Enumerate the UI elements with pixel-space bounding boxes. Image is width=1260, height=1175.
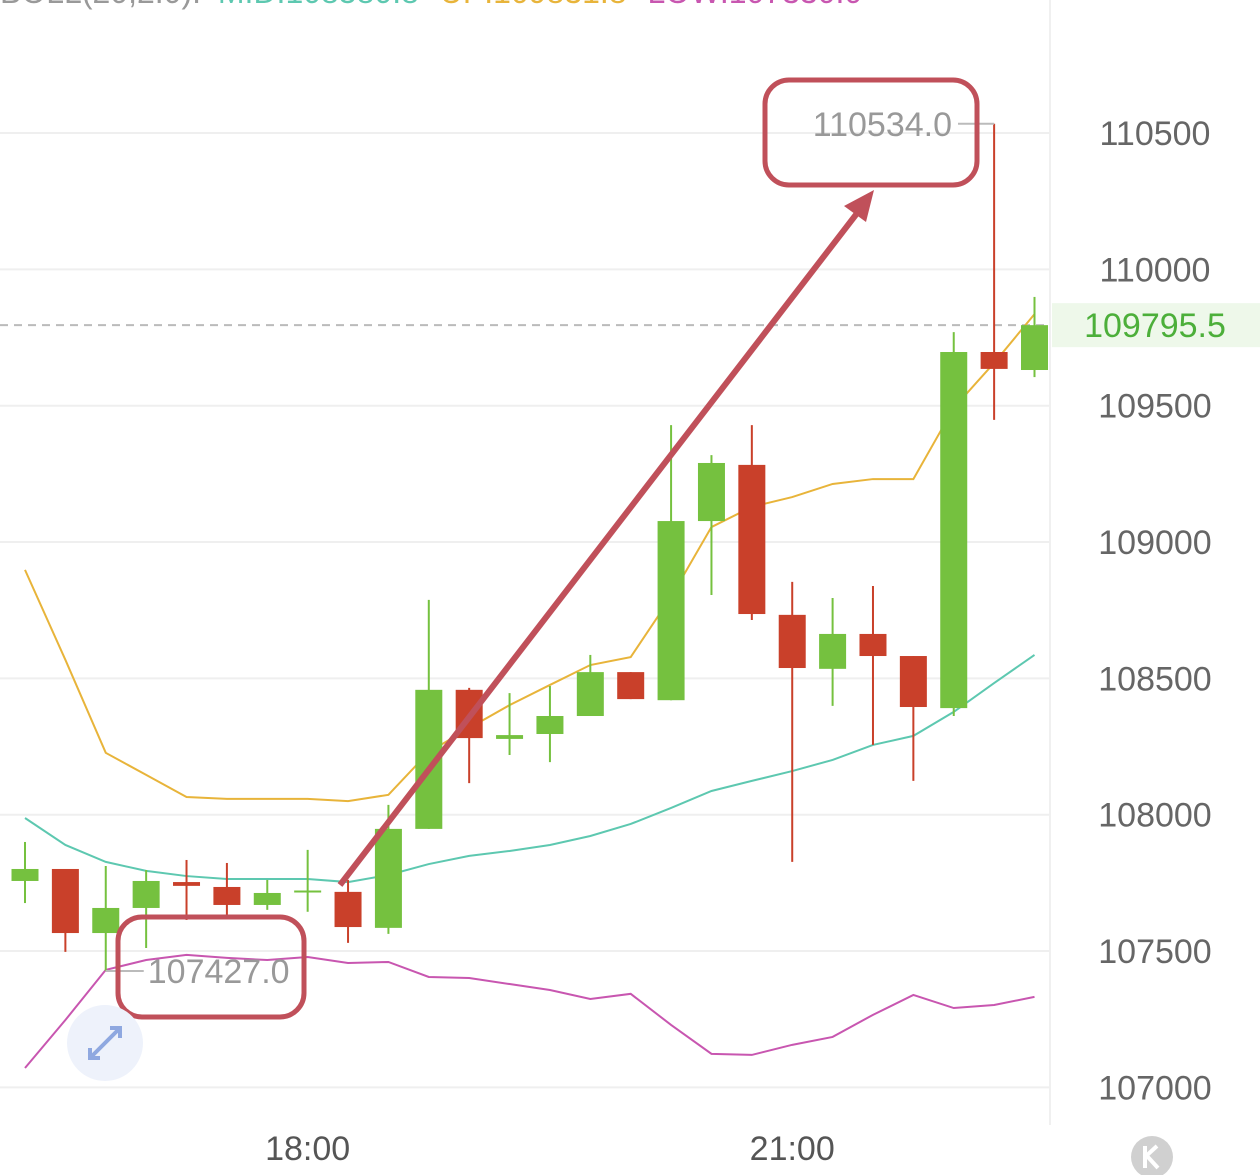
candle-body — [899, 656, 927, 708]
bollinger-line — [24, 654, 1036, 884]
candle-body — [778, 614, 806, 669]
candle-body — [294, 890, 322, 893]
bollinger-lines — [24, 313, 1036, 1069]
indicator-low: LOW:107330.0 — [648, 0, 863, 10]
y-tick-label: 108500 — [1098, 660, 1211, 698]
candle-body — [334, 891, 362, 928]
indicator-mid: MID:108580.8 — [218, 0, 419, 10]
high-label: 110534.0 — [813, 106, 952, 144]
y-tick-label: 107500 — [1098, 933, 1211, 971]
bollinger-line — [24, 953, 1035, 1069]
last-price-bg — [1052, 303, 1260, 348]
candle-body — [617, 672, 645, 700]
indicator-name: BOLL(20,2.0): — [0, 0, 201, 10]
highlight-box — [115, 914, 307, 1020]
candle-body — [11, 868, 39, 881]
candle-body — [374, 828, 402, 928]
k-icon-glyph — [1143, 1144, 1160, 1170]
indicator-up: UP:109831.8 — [440, 0, 627, 10]
candle-body — [1021, 325, 1048, 371]
candle-body — [173, 882, 201, 886]
candle-body — [253, 892, 281, 905]
x-tick-label: 21:00 — [750, 1130, 835, 1168]
candle-body — [576, 672, 604, 717]
candle-body — [697, 462, 725, 522]
candle-body — [51, 868, 79, 934]
k-icon[interactable] — [1131, 1136, 1173, 1175]
labels: 107000 107500 108000 108500 109000 109500 1100… — [105, 106, 1260, 1168]
candle-body — [213, 886, 241, 905]
candles — [11, 123, 1048, 971]
y-tick-label: 107000 — [1098, 1069, 1211, 1107]
y-tick-label: 109000 — [1098, 524, 1211, 562]
indicator-header: BOLL(20,2.0): MID:108580.8 UP:109831.8 L… — [0, 0, 862, 10]
y-tick-label: 109500 — [1098, 388, 1211, 426]
candle-body — [859, 633, 887, 657]
arrow-shaft — [337, 210, 861, 887]
low-label: 107427.0 — [148, 953, 290, 991]
candle-body — [536, 716, 564, 735]
candle-body — [657, 521, 685, 701]
x-tick-label: 18:00 — [265, 1130, 350, 1168]
y-tick-label: 110000 — [1100, 251, 1211, 289]
candle-body — [940, 352, 968, 709]
candle-body — [132, 880, 160, 908]
bollinger-line — [24, 313, 1036, 803]
y-tick-label: 108000 — [1098, 797, 1211, 835]
candle-body — [980, 352, 1008, 369]
last-price-label: 109795.5 — [1084, 307, 1226, 345]
candle-body — [819, 633, 847, 669]
candle-body — [92, 907, 120, 934]
grid — [0, 132, 1050, 1089]
expand-icon[interactable] — [88, 1026, 122, 1060]
y-tick-label: 110500 — [1100, 115, 1211, 153]
candle-body — [496, 735, 524, 739]
arrow-head — [844, 190, 874, 222]
highlight-box — [762, 77, 980, 188]
candle-body — [738, 464, 766, 615]
